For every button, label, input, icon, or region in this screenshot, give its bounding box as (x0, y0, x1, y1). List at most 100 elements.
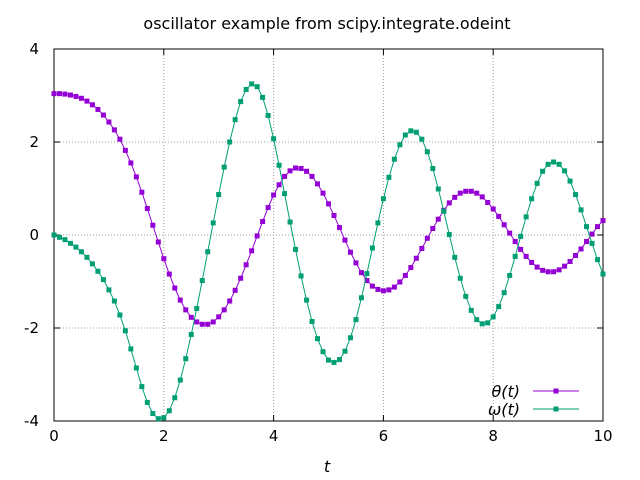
data-point (62, 91, 68, 97)
data-point (512, 239, 518, 245)
data-point (62, 237, 68, 243)
data-point (518, 246, 524, 252)
data-point (507, 272, 513, 278)
data-point (51, 91, 57, 97)
data-point (161, 256, 167, 262)
data-point (293, 246, 299, 252)
data-point (523, 253, 529, 259)
data-point (441, 208, 447, 214)
data-point (397, 279, 403, 285)
data-point (501, 290, 507, 296)
data-point (551, 159, 557, 165)
data-point (276, 162, 282, 168)
data-point (386, 174, 392, 180)
data-point (271, 192, 277, 198)
data-point (364, 271, 370, 277)
data-point (298, 273, 304, 279)
data-point (243, 86, 249, 92)
grid (54, 49, 603, 421)
data-point (243, 262, 249, 268)
data-point (161, 415, 167, 421)
data-point (496, 304, 502, 310)
data-point (205, 321, 211, 327)
data-point (177, 377, 183, 383)
x-axis-label: t (324, 457, 331, 476)
y-tick-label: 4 (29, 40, 39, 58)
data-point (177, 297, 183, 303)
data-point (320, 349, 326, 355)
data-point (490, 314, 496, 320)
data-point (342, 348, 348, 354)
data-point (430, 166, 436, 172)
data-point (227, 139, 233, 145)
data-point (589, 231, 595, 237)
data-point (304, 168, 310, 174)
data-point (507, 230, 513, 236)
series-1 (51, 91, 606, 327)
data-point (424, 149, 430, 155)
data-point (51, 232, 57, 238)
data-point (199, 321, 205, 327)
data-point (117, 136, 123, 142)
data-point (529, 259, 535, 265)
data-point (435, 216, 441, 222)
legend: θ(t)ω(t) (488, 382, 579, 419)
data-point (144, 205, 150, 211)
data-point (457, 190, 463, 196)
data-point (386, 287, 392, 293)
data-point (463, 293, 469, 299)
data-point (369, 245, 375, 251)
data-point (128, 160, 134, 166)
data-point (78, 95, 84, 101)
data-point (210, 319, 216, 325)
data-point (238, 275, 244, 281)
data-point (304, 297, 310, 303)
data-point (518, 233, 524, 239)
data-point (67, 92, 73, 98)
data-point (512, 253, 518, 259)
legend-marker (553, 388, 559, 394)
data-point (485, 320, 491, 326)
data-point (600, 271, 606, 277)
data-point (67, 240, 73, 246)
data-point (276, 182, 282, 188)
data-point (540, 267, 546, 273)
data-point (336, 357, 342, 363)
data-point (128, 346, 134, 352)
data-point (540, 168, 546, 174)
data-point (155, 416, 161, 422)
data-point (573, 192, 579, 198)
data-point (408, 128, 414, 134)
x-tick-label: 0 (49, 427, 59, 445)
data-point (391, 156, 397, 162)
data-point (380, 196, 386, 202)
data-point (474, 317, 480, 323)
data-point (463, 188, 469, 194)
data-point (380, 288, 386, 294)
data-point (556, 267, 562, 273)
data-point (452, 194, 458, 200)
data-point (331, 359, 337, 365)
data-point (56, 91, 62, 97)
data-point (446, 232, 452, 238)
x-tick-label: 6 (379, 427, 389, 445)
data-point (155, 239, 161, 245)
data-point (326, 357, 331, 363)
data-point (595, 224, 601, 230)
data-point (391, 284, 397, 290)
data-point (84, 254, 90, 260)
data-point (567, 259, 573, 264)
data-point (89, 102, 95, 108)
data-point (89, 261, 95, 267)
data-point (282, 191, 288, 197)
data-point (95, 106, 101, 112)
data-point (95, 268, 101, 274)
data-point (183, 356, 189, 362)
data-point (172, 395, 178, 401)
data-point (457, 275, 463, 281)
data-point (188, 314, 194, 320)
data-point (183, 307, 189, 313)
data-point (150, 411, 156, 417)
data-point (100, 277, 106, 283)
legend-marker (553, 406, 559, 412)
